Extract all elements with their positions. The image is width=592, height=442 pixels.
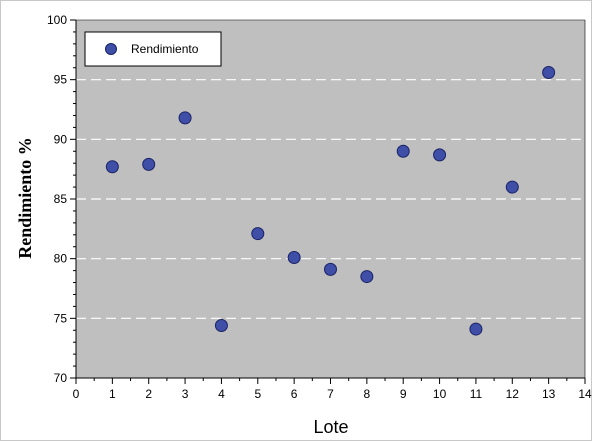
x-tick-label: 4 — [218, 387, 225, 401]
data-point — [105, 160, 119, 174]
x-tick-label: 8 — [364, 387, 371, 401]
data-point — [433, 148, 447, 162]
x-tick-label: 10 — [433, 387, 447, 401]
data-points — [105, 66, 556, 336]
x-axis-ticks: 0 1 2 3 4 5 6 7 8 9 10 11 12 13 14 — [73, 378, 592, 401]
x-tick-label: 0 — [73, 387, 80, 401]
x-tick-label: 14 — [578, 387, 592, 401]
x-tick-label: 5 — [254, 387, 261, 401]
data-point — [542, 66, 556, 80]
legend-label: Rendimiento — [131, 42, 199, 56]
x-tick-label: 1 — [109, 387, 116, 401]
x-tick-label: 2 — [145, 387, 152, 401]
data-point — [396, 144, 410, 158]
y-tick-label: 75 — [54, 311, 68, 325]
legend: Rendimiento — [84, 31, 222, 67]
grid-lines — [76, 79, 585, 319]
data-point — [214, 318, 228, 332]
x-tick-label: 13 — [542, 387, 556, 401]
data-point — [469, 322, 483, 336]
y-tick-label: 85 — [54, 192, 68, 206]
data-point — [505, 180, 519, 194]
data-point — [324, 262, 337, 276]
legend-marker — [105, 43, 117, 55]
y-tick-label: 70 — [54, 371, 68, 385]
data-point — [178, 111, 192, 125]
data-point — [287, 250, 301, 264]
y-axis-ticks: 70 75 80 85 90 95 100 — [47, 13, 76, 385]
y-tick-label: 90 — [54, 132, 68, 146]
x-tick-label: 3 — [182, 387, 189, 401]
y-tick-label: 100 — [47, 13, 67, 27]
x-tick-label: 7 — [327, 387, 334, 401]
data-point — [142, 157, 156, 171]
x-tick-label: 6 — [291, 387, 298, 401]
y-tick-label: 80 — [54, 252, 68, 266]
x-tick-label: 11 — [470, 387, 483, 401]
data-point — [251, 227, 265, 241]
x-tick-label: 12 — [506, 387, 520, 401]
x-tick-label: 9 — [400, 387, 407, 401]
y-tick-label: 95 — [54, 73, 68, 87]
x-axis-title: Lote — [313, 417, 348, 437]
y-axis-title: Rendimiento % — [15, 137, 35, 259]
data-point — [360, 270, 374, 284]
